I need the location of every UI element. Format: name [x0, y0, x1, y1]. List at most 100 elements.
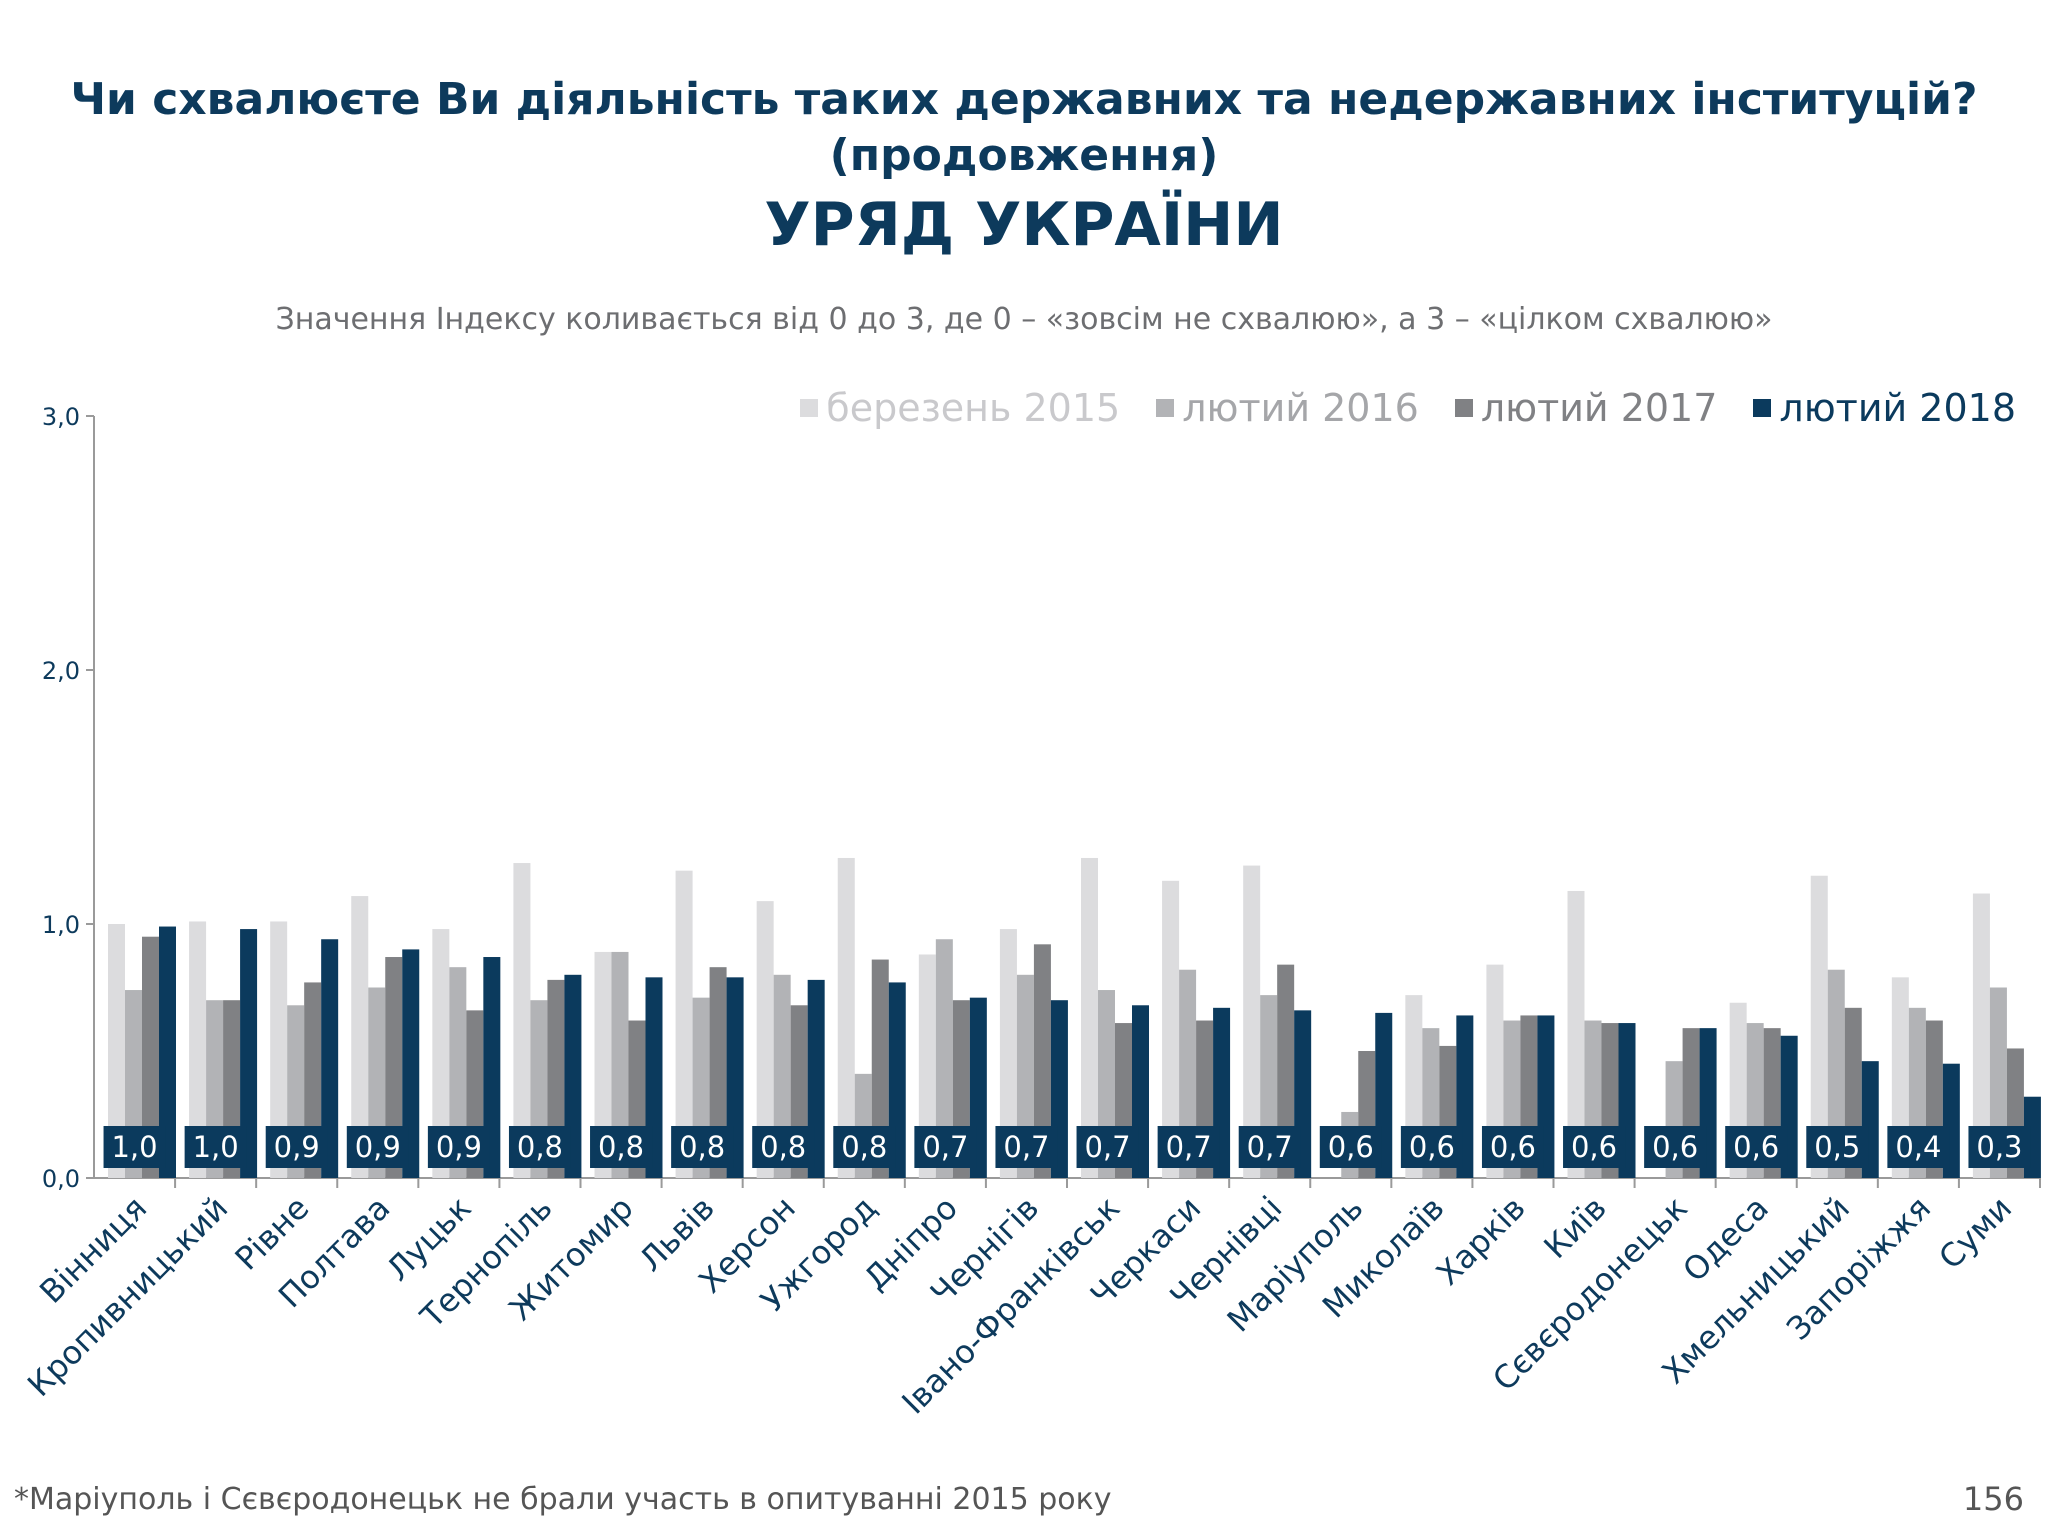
data-label: 0,3	[1976, 1130, 2022, 1164]
data-label-box	[1481, 1126, 1544, 1168]
data-label-box	[265, 1126, 328, 1168]
footnote: *Маріуполь і Сєвєродонецьк не брали учас…	[14, 1482, 1112, 1517]
bar-2-11	[1033, 944, 1051, 1178]
bar-1-4	[449, 967, 467, 1178]
bar-0-11	[999, 929, 1017, 1178]
data-label-box	[1238, 1126, 1301, 1168]
legend-label: березень 2015	[826, 386, 1121, 430]
data-label: 0,6	[1409, 1130, 1455, 1164]
bar-2-14	[1277, 964, 1295, 1178]
bar-0-2	[270, 921, 288, 1178]
data-label-box	[1644, 1126, 1707, 1168]
data-label-box	[590, 1126, 653, 1168]
bar-3-2	[321, 939, 339, 1178]
data-label: 0,7	[1003, 1130, 1049, 1164]
bar-0-17	[1486, 964, 1504, 1178]
data-label: 0,6	[1328, 1130, 1374, 1164]
data-label: 0,7	[1084, 1130, 1130, 1164]
data-label-box	[671, 1126, 734, 1168]
y-tick-label: 3,0	[42, 403, 80, 431]
data-label-box	[1806, 1126, 1869, 1168]
data-label-box	[184, 1126, 247, 1168]
bar-0-21	[1810, 875, 1828, 1178]
data-label: 1,0	[193, 1130, 239, 1164]
y-tick-label: 2,0	[42, 657, 80, 685]
bar-1-21	[1827, 969, 1845, 1178]
x-tick-label: Харків	[1429, 1189, 1533, 1293]
bar-0-14	[1243, 865, 1261, 1178]
data-label-box	[914, 1126, 977, 1168]
x-tick-label: Суми	[1931, 1189, 2019, 1277]
data-label: 0,8	[841, 1130, 887, 1164]
bar-0-1	[189, 921, 207, 1178]
data-label-box	[833, 1126, 896, 1168]
bar-3-3	[402, 949, 420, 1178]
legend-item-3: лютий 2018	[1753, 386, 2016, 430]
bar-0-6	[594, 951, 612, 1178]
data-label-box	[1157, 1126, 1220, 1168]
bar-0-7	[675, 870, 693, 1178]
chart-question: Чи схвалюєте Ви діяльність таких державн…	[70, 74, 1978, 125]
data-label-box	[1725, 1126, 1788, 1168]
data-label: 0,8	[679, 1130, 725, 1164]
data-label-box	[1319, 1126, 1382, 1168]
data-label: 0,9	[274, 1130, 320, 1164]
title-block: Чи схвалюєте Ви діяльність таких державн…	[0, 72, 2048, 264]
data-label-box	[995, 1126, 1058, 1168]
bar-1-10	[935, 939, 953, 1178]
bar-1-6	[611, 951, 629, 1178]
bar-0-5	[513, 863, 531, 1178]
bar-0-8	[756, 901, 774, 1178]
legend-item-2: лютий 2017	[1454, 386, 1718, 430]
data-label: 0,8	[517, 1130, 563, 1164]
page-number: 156	[1962, 1480, 2024, 1518]
data-label: 0,8	[760, 1130, 806, 1164]
bar-2-7	[709, 967, 727, 1178]
chart-subtitle: Значення Індексу коливається від 0 до 3,…	[275, 302, 1773, 337]
bar-2-3	[385, 957, 403, 1178]
legend-label: лютий 2016	[1182, 386, 1419, 430]
legend-label: лютий 2018	[1779, 386, 2016, 430]
legend-label: лютий 2017	[1480, 386, 1718, 430]
legend-swatch	[800, 399, 819, 417]
bar-0-18	[1567, 890, 1585, 1178]
data-label-box	[508, 1126, 571, 1168]
bar-1-13	[1179, 969, 1197, 1178]
bar-2-0	[142, 936, 159, 1178]
bar-3-0	[159, 926, 176, 1178]
data-label: 0,6	[1652, 1130, 1698, 1164]
bar-0-13	[1162, 880, 1180, 1178]
bar-2-9	[871, 959, 889, 1178]
data-label: 0,4	[1895, 1130, 1941, 1164]
data-label-box	[1400, 1126, 1463, 1168]
legend-item-1: лютий 2016	[1156, 386, 1419, 430]
data-label-box	[103, 1126, 166, 1168]
bar-0-10	[918, 954, 936, 1178]
data-label-box	[752, 1126, 815, 1168]
bar-0-9	[837, 857, 855, 1178]
chart-title: УРЯД УКРАЇНИ	[764, 190, 1284, 260]
legend-swatch	[1454, 399, 1473, 417]
bar-0-4	[432, 929, 450, 1178]
bar-0-12	[1081, 857, 1098, 1178]
data-label: 0,6	[1490, 1130, 1536, 1164]
data-label: 0,7	[1166, 1130, 1212, 1164]
data-label: 0,7	[922, 1130, 968, 1164]
data-label: 0,6	[1733, 1130, 1779, 1164]
bar-0-3	[351, 896, 369, 1178]
data-label: 0,7	[1247, 1130, 1293, 1164]
data-label: 0,9	[355, 1130, 401, 1164]
legend-item-0: березень 2015	[800, 386, 1120, 430]
data-label-box	[1968, 1126, 2031, 1168]
bar-3-1	[240, 929, 258, 1178]
data-label: 1,0	[111, 1130, 157, 1164]
data-label-box	[346, 1126, 409, 1168]
chart-question-continued: (продовження)	[829, 130, 1219, 181]
y-tick-label: 0,0	[42, 1165, 80, 1193]
bar-0-0	[108, 924, 125, 1178]
data-label-box	[427, 1126, 490, 1168]
data-label: 0,8	[598, 1130, 644, 1164]
data-label-box	[1887, 1126, 1950, 1168]
data-label: 0,6	[1571, 1130, 1617, 1164]
